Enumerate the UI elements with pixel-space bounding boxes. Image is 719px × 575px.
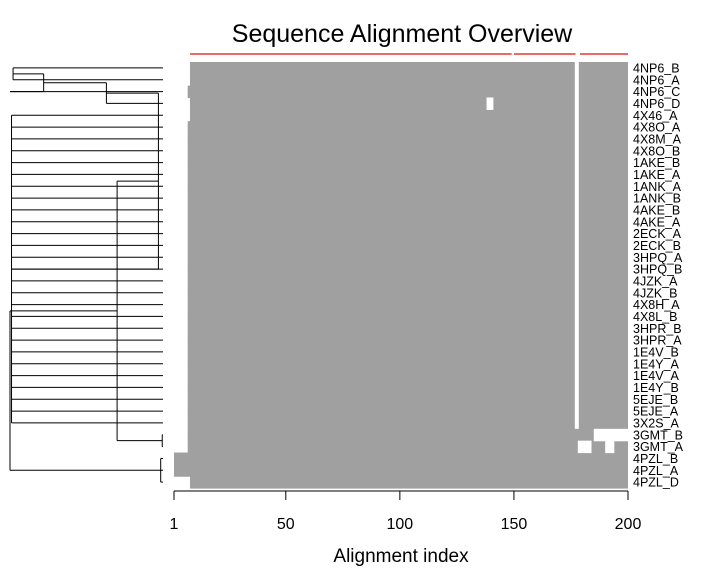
alignment-row (187, 204, 628, 217)
alignment-row (187, 192, 628, 205)
alignment-row (187, 121, 628, 134)
sequence-label: 4JZK_B (633, 286, 677, 300)
sequence-label: 4PZL_D (633, 476, 679, 490)
sequence-label: 4JZK_A (633, 274, 678, 288)
x-tick-label: 200 (615, 516, 642, 533)
sequence-label: 3HPR_B (633, 322, 682, 336)
alignment-heatmap (174, 62, 628, 489)
sequence-label: 4NP6_C (633, 85, 680, 99)
alignment-row (187, 239, 628, 252)
alignment-row (187, 369, 628, 383)
alignment-row (187, 85, 628, 99)
sequence-label: 4AKE_A (633, 215, 681, 229)
sequence-label: 2ECK_A (633, 227, 682, 241)
x-axis-label: Alignment index (333, 546, 469, 567)
sequence-labels: 4NP6_B4NP6_A4NP6_C4NP6_D4X46_A4X8O_A4X8M… (633, 61, 684, 489)
sequence-label: 4X8L_B (633, 310, 677, 324)
sequence-label: 3HPQ_A (633, 251, 683, 265)
alignment-row (187, 357, 628, 371)
sequence-label: 5EJE_A (633, 405, 679, 419)
alignment-row (187, 428, 628, 442)
sequence-label: 1E4Y_A (633, 357, 680, 371)
alignment-row (189, 62, 628, 75)
gap-block (486, 97, 494, 110)
sequence-label: 1AKE_A (633, 168, 681, 182)
alignment-row (187, 168, 628, 181)
chart-title: Sequence Alignment Overview (232, 20, 573, 48)
alignment-row (187, 346, 628, 359)
alignment-row (187, 381, 628, 394)
alignment-row (187, 393, 628, 406)
alignment-row (187, 310, 628, 323)
alignment-row (189, 476, 628, 489)
alignment-row (189, 109, 628, 122)
sequence-label: 4X8H_A (633, 298, 680, 312)
alignment-row (187, 440, 628, 454)
sequence-label: 4NP6_B (633, 61, 680, 75)
gap-block (577, 440, 592, 454)
alignment-row (187, 275, 628, 288)
sequence-label: 1E4V_A (633, 369, 680, 383)
sequence-label: 1E4Y_B (633, 381, 679, 395)
sequence-label: 4NP6_D (633, 97, 680, 111)
sequence-label: 3HPR_A (633, 334, 682, 348)
sequence-label: 3GMT_B (633, 428, 683, 442)
alignment-row (189, 73, 628, 87)
sequence-label: 2ECK_B (633, 239, 681, 253)
alignment-row (187, 334, 628, 347)
alignment-row (187, 227, 628, 241)
sequence-label: 4PZL_B (633, 452, 678, 466)
gap-column (574, 62, 579, 429)
sequence-label: 4NP6_A (633, 73, 680, 87)
sequence-label: 4X8M_A (633, 132, 682, 146)
alignment-row (174, 464, 628, 477)
sequence-label: 4X8O_A (633, 121, 681, 135)
alignment-row (187, 144, 628, 158)
gap-block (605, 440, 615, 454)
sequence-label: 1ANK_B (633, 192, 681, 206)
sequence-label: 1ANK_A (633, 180, 682, 194)
dendrogram (9, 67, 163, 483)
alignment-row (189, 97, 628, 110)
alignment-row (187, 263, 628, 276)
alignment-row (187, 298, 628, 312)
sequence-label: 3X2S_A (633, 416, 680, 430)
sequence-label: 4X46_A (633, 109, 678, 123)
alignment-row (187, 133, 628, 146)
alignment-row (187, 322, 628, 335)
sequence-label: 4AKE_B (633, 203, 680, 217)
x-tick-label: 50 (277, 516, 295, 533)
sequence-label: 3HPQ_B (633, 263, 682, 277)
sequence-label: 1AKE_B (633, 156, 680, 170)
x-tick-label: 100 (387, 516, 414, 533)
alignment-row (187, 251, 628, 264)
x-axis: 1 50 100 150 200 (170, 490, 642, 533)
sequence-label: 3GMT_A (633, 440, 684, 454)
sequence-label: 4X8O_B (633, 144, 680, 158)
alignment-row (174, 452, 628, 465)
sequence-label: 4PZL_A (633, 464, 679, 478)
alignment-row (187, 180, 628, 193)
alignment-row (187, 405, 628, 418)
alignment-row (187, 215, 628, 229)
sequence-label: 5EJE_B (633, 393, 678, 407)
alignment-row (187, 286, 628, 300)
x-tick-label: 1 (170, 516, 179, 533)
gap-block (593, 428, 628, 442)
alignment-row (187, 156, 628, 170)
sequence-label: 1E4V_B (633, 345, 679, 359)
x-tick-label: 150 (501, 516, 528, 533)
alignment-row (187, 417, 628, 430)
x-ticks: 1 50 100 150 200 (170, 491, 642, 533)
